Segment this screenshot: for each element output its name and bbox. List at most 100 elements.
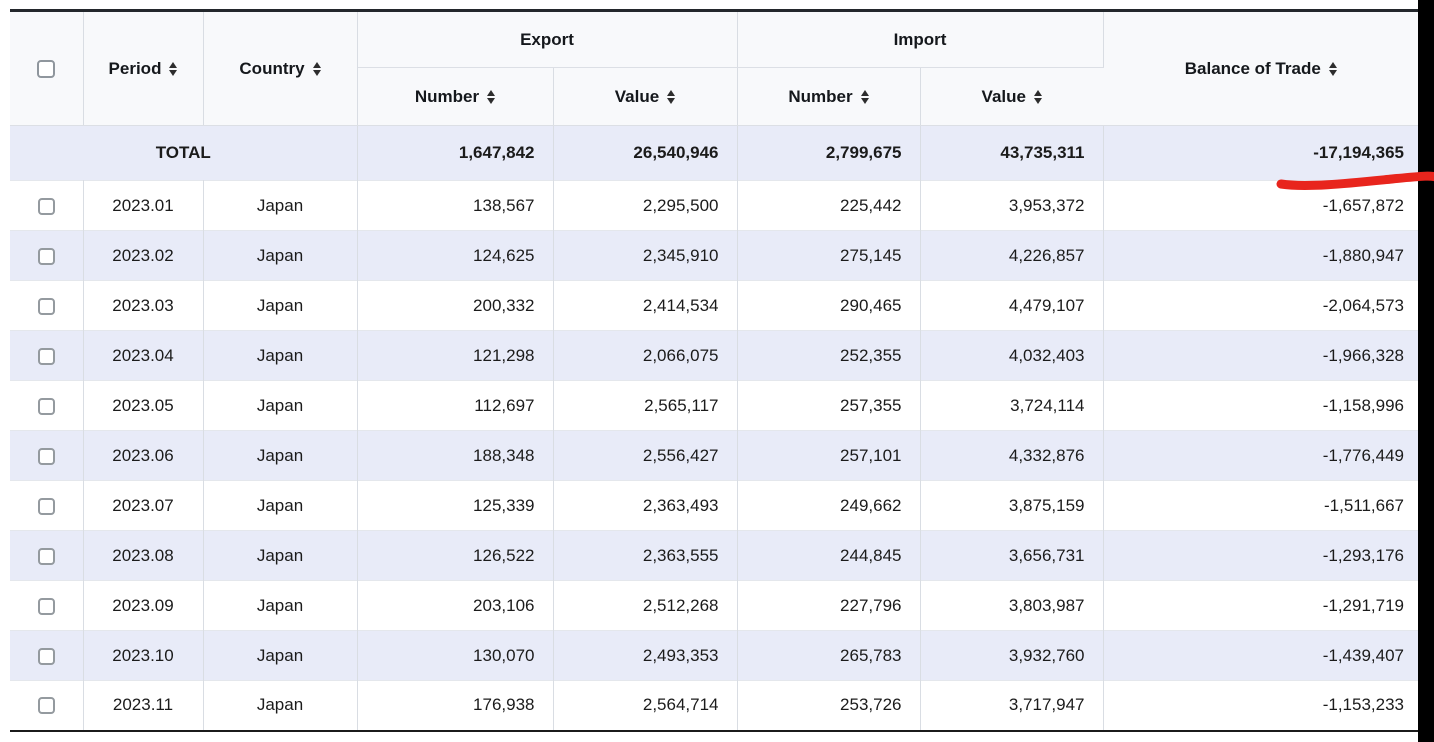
sort-icon[interactable]	[487, 89, 496, 104]
import-group-label: Import	[893, 29, 947, 49]
sort-down-icon	[169, 69, 178, 76]
export-number-header-label: Number	[414, 86, 480, 106]
balance-cell: -1,158,996	[1322, 395, 1405, 415]
country-cell: Japan	[203, 680, 358, 731]
total-export-value: 26,540,946	[553, 125, 738, 181]
sort-up-icon	[169, 61, 178, 68]
row-checkbox[interactable]	[37, 197, 55, 215]
period-cell: 2023.05	[83, 380, 204, 431]
column-header-export-number[interactable]: Number	[357, 67, 554, 126]
trade-statistics-table: Period Country Export Impor	[10, 9, 1419, 732]
period-cell: 2023.09	[83, 580, 204, 631]
country-cell: Japan	[203, 180, 358, 231]
country-cell: Japan	[203, 230, 358, 281]
row-checkbox[interactable]	[37, 497, 55, 515]
export-number-cell: 112,697	[357, 380, 554, 431]
total-export-number: 1,647,842	[357, 125, 554, 181]
table-row: 2023.06 Japan 188,348 2,556,427 257,101 …	[10, 430, 1419, 481]
export-value-cell: 2,512,268	[553, 580, 738, 631]
export-value-cell: 2,493,353	[553, 630, 738, 681]
select-all-checkbox[interactable]	[37, 60, 56, 79]
right-black-bar	[1418, 0, 1434, 742]
header-sub-row: Number Value Number	[10, 67, 1418, 126]
export-value-cell: 2,345,910	[553, 230, 738, 281]
row-select-cell	[10, 680, 84, 731]
import-value-cell: 4,032,403	[920, 330, 1104, 381]
balance-cell: -1,880,947	[1322, 245, 1405, 265]
column-header-balance[interactable]: Balance of Trade	[1103, 10, 1419, 126]
import-value-cell: 3,724,114	[920, 380, 1104, 431]
sort-icon[interactable]	[667, 89, 676, 104]
export-number-cell: 203,106	[357, 580, 554, 631]
total-import-number: 2,799,675	[737, 125, 921, 181]
country-cell: Japan	[203, 430, 358, 481]
row-checkbox[interactable]	[37, 447, 55, 465]
total-row: TOTAL 1,647,842 26,540,946 2,799,675 43,…	[10, 125, 1419, 181]
period-cell: 2023.03	[83, 280, 204, 331]
row-select-cell	[10, 480, 84, 531]
row-checkbox[interactable]	[37, 297, 55, 315]
country-cell: Japan	[203, 530, 358, 581]
export-value-cell: 2,414,534	[553, 280, 738, 331]
row-select-cell	[10, 280, 84, 331]
row-checkbox[interactable]	[37, 347, 55, 365]
country-cell: Japan	[203, 480, 358, 531]
export-number-cell: 138,567	[357, 180, 554, 231]
sort-down-icon	[312, 69, 321, 76]
period-cell: 2023.08	[83, 530, 204, 581]
row-select-cell	[10, 580, 84, 631]
sort-up-icon	[312, 61, 321, 68]
column-header-period[interactable]: Period	[83, 10, 204, 126]
sort-icon[interactable]	[1328, 61, 1337, 76]
sort-icon[interactable]	[1033, 89, 1042, 104]
select-all-header-cell	[10, 10, 84, 126]
row-checkbox[interactable]	[37, 397, 55, 415]
export-group-label: Export	[520, 29, 574, 49]
row-checkbox[interactable]	[37, 697, 55, 715]
period-cell: 2023.07	[83, 480, 204, 531]
sort-up-icon	[667, 89, 676, 96]
total-label-cell: TOTAL	[10, 125, 358, 181]
row-checkbox[interactable]	[37, 247, 55, 265]
country-header-label: Country	[239, 58, 305, 78]
sort-icon[interactable]	[169, 61, 178, 76]
export-value-header-label: Value	[614, 86, 660, 106]
sort-down-icon	[860, 97, 869, 104]
header-group-row: Period Country Export Impor	[10, 10, 1419, 126]
sort-icon[interactable]	[312, 61, 321, 76]
row-checkbox[interactable]	[37, 547, 55, 565]
sort-icon[interactable]	[860, 89, 869, 104]
period-cell: 2023.01	[83, 180, 204, 231]
import-number-cell: 265,783	[737, 630, 921, 681]
row-select-cell	[10, 380, 84, 431]
period-cell: 2023.02	[83, 230, 204, 281]
import-number-cell: 225,442	[737, 180, 921, 231]
table-body: TOTAL 1,647,842 26,540,946 2,799,675 43,…	[10, 125, 1419, 731]
export-value-cell: 2,556,427	[553, 430, 738, 481]
export-number-cell: 121,298	[357, 330, 554, 381]
column-header-export-value[interactable]: Value	[553, 67, 738, 126]
sort-up-icon	[860, 89, 869, 96]
export-value-cell: 2,564,714	[553, 680, 738, 731]
import-number-cell: 257,101	[737, 430, 921, 481]
column-header-import-number[interactable]: Number	[737, 67, 921, 126]
import-number-cell: 290,465	[737, 280, 921, 331]
column-header-import-value[interactable]: Value	[920, 67, 1104, 126]
import-value-cell: 3,953,372	[920, 180, 1104, 231]
country-cell: Japan	[203, 580, 358, 631]
column-header-country[interactable]: Country	[203, 10, 358, 126]
country-cell: Japan	[203, 280, 358, 331]
balance-cell: -1,657,872	[1322, 195, 1405, 215]
table-row: 2023.09 Japan 203,106 2,512,268 227,796 …	[10, 580, 1419, 631]
row-select-cell	[10, 330, 84, 381]
import-number-cell: 252,355	[737, 330, 921, 381]
row-checkbox[interactable]	[37, 647, 55, 665]
export-number-cell: 130,070	[357, 630, 554, 681]
table-row: 2023.02 Japan 124,625 2,345,910 275,145 …	[10, 230, 1419, 281]
period-cell: 2023.06	[83, 430, 204, 481]
balance-header-label: Balance of Trade	[1184, 58, 1321, 78]
trade-table-container: Period Country Export Impor	[10, 9, 1419, 732]
row-checkbox[interactable]	[37, 597, 55, 615]
import-number-cell: 227,796	[737, 580, 921, 631]
